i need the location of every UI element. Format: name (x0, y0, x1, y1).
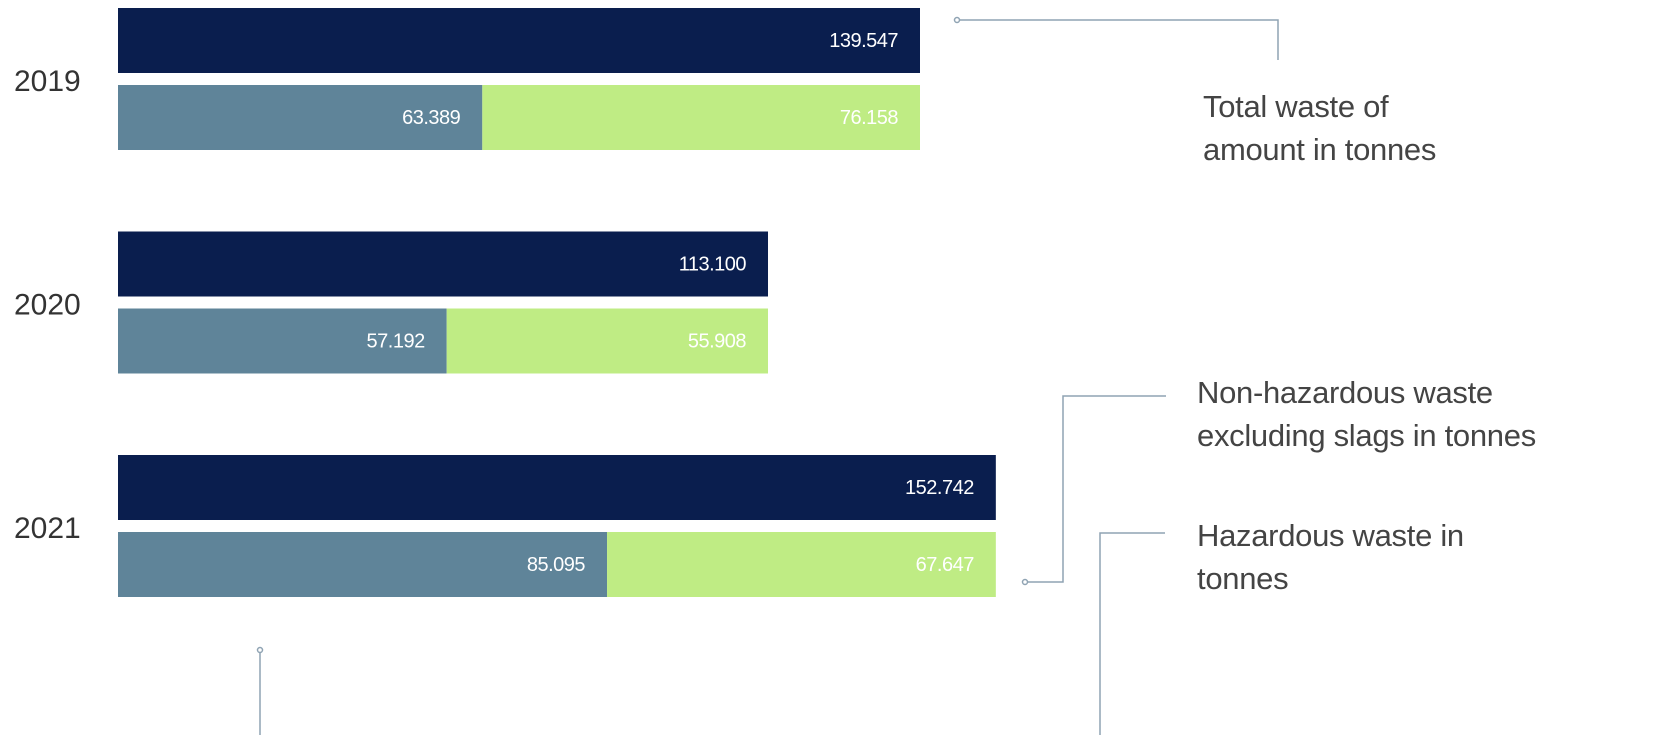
leader-line (1027, 395, 1166, 583)
year-label: 2021 (14, 512, 81, 545)
leader-line (959, 19, 1279, 60)
year-label: 2020 (14, 288, 81, 321)
value-label: 85.095 (527, 554, 586, 576)
bar-segment (482, 85, 920, 150)
value-label: 76.158 (840, 107, 899, 129)
bar-segment (607, 532, 996, 597)
bar-segment (446, 308, 769, 374)
bar-segment (118, 532, 608, 597)
year-label: 2019 (14, 65, 81, 98)
leader-lines (256, 16, 1279, 735)
legend-hazardous: Hazardous waste in tonnes (1197, 518, 1464, 596)
leader-dot (256, 646, 264, 654)
leader-line (1099, 532, 1165, 735)
leader-dot (1021, 578, 1029, 586)
legend-total: Total waste of amount in tonnes (1203, 89, 1437, 167)
bar-segment (118, 85, 483, 150)
value-label: 152.742 (905, 477, 974, 499)
bar (118, 8, 920, 73)
legend-non-hazardous: Non-hazardous waste excluding slags in t… (1197, 375, 1536, 453)
value-label: 57.192 (367, 330, 426, 352)
bar-segment (118, 308, 447, 374)
value-label: 55.908 (688, 330, 747, 352)
bar (118, 231, 769, 297)
value-label: 67.647 (916, 554, 975, 576)
leader-dot (953, 16, 961, 24)
value-label: 113.100 (679, 253, 747, 275)
value-label: 63.389 (402, 107, 461, 129)
value-label: 139.547 (829, 30, 898, 52)
bar (118, 455, 996, 520)
